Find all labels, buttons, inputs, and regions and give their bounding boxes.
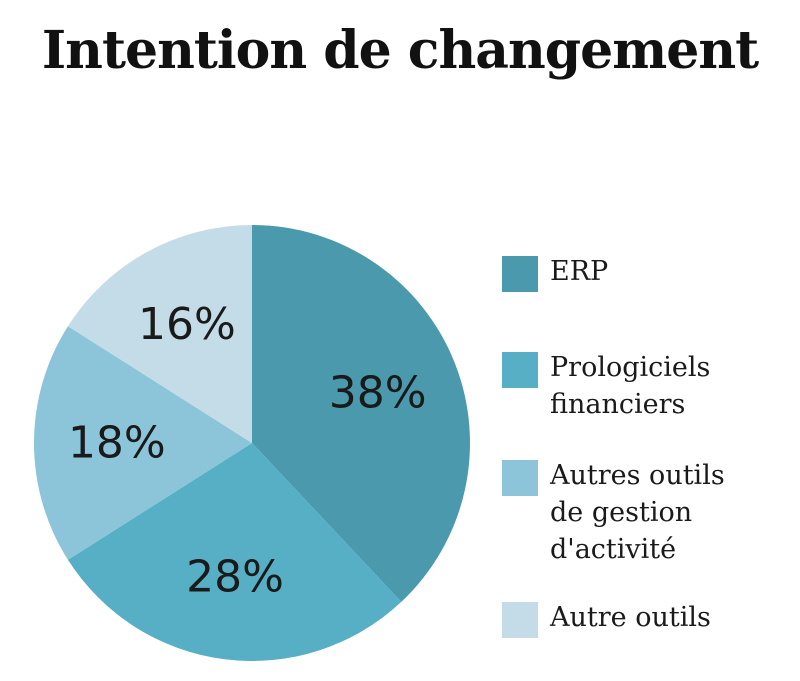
pie-slice-label-3: 16% — [138, 299, 236, 350]
legend-label-0: ERP — [550, 256, 609, 287]
legend-swatch-0 — [502, 256, 538, 292]
legend-swatch-3 — [502, 602, 538, 638]
pie-slice-label-0: 38% — [329, 368, 427, 419]
pie-slice-0 — [252, 225, 470, 602]
pie-slice-2 — [33, 326, 252, 560]
pie-slice-label-1: 28% — [186, 552, 284, 603]
pie-slice-label-2: 18% — [68, 418, 166, 469]
pie-slice-3 — [67, 225, 252, 443]
legend-label-3: Autre outils — [550, 602, 711, 633]
pie-slice-1 — [67, 443, 402, 661]
legend-swatch-1 — [502, 352, 538, 388]
legend-swatch-2 — [502, 460, 538, 496]
legend-label-1: Prologiciels financiers — [550, 352, 711, 420]
legend-label-2: Autres outils de gestion d'activité — [550, 460, 725, 565]
chart-title: Intention de changement — [41, 20, 759, 81]
